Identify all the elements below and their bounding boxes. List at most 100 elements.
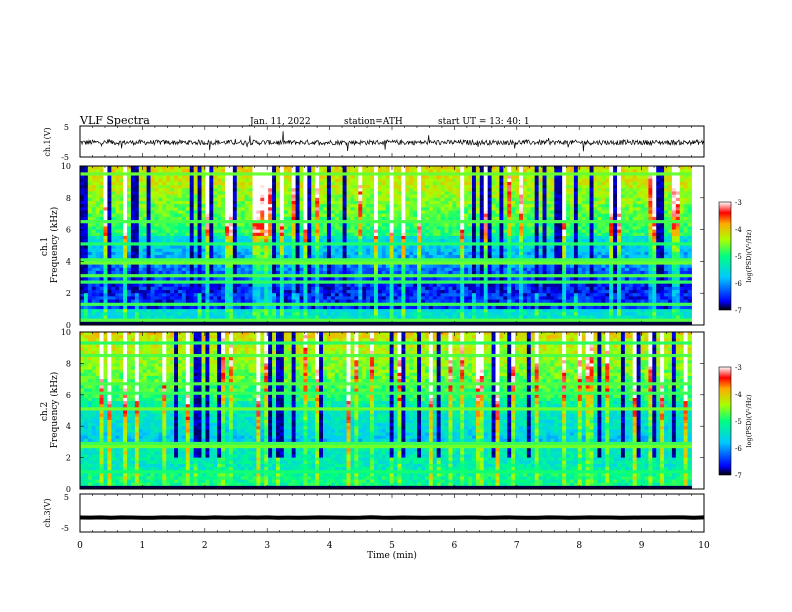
spectrogram-cell bbox=[170, 290, 175, 294]
spectrogram-cell bbox=[240, 255, 246, 259]
spectrogram-cell bbox=[205, 207, 210, 211]
spectrogram-cell bbox=[323, 223, 328, 227]
spectrogram-cell bbox=[252, 204, 257, 208]
spectrogram-cell bbox=[181, 191, 187, 196]
spectrogram-cell bbox=[158, 258, 163, 262]
spectrogram-cell bbox=[150, 185, 155, 189]
spectrogram-cell bbox=[189, 226, 195, 230]
spectrogram-cell bbox=[178, 166, 183, 170]
spectrogram-cell bbox=[366, 296, 371, 300]
spectrogram-cell bbox=[362, 172, 367, 176]
spectrogram-cell bbox=[83, 258, 89, 262]
spectrogram-cell bbox=[83, 277, 89, 281]
spectrogram-cell bbox=[170, 302, 175, 307]
spectrogram-cell bbox=[87, 274, 93, 278]
spectrogram-cell bbox=[240, 169, 246, 173]
spectrogram-cell bbox=[315, 305, 320, 310]
spectrogram-cell bbox=[452, 181, 457, 186]
spectrogram-cell bbox=[272, 270, 277, 275]
spectrogram-cell bbox=[240, 248, 246, 253]
spectrogram-cell bbox=[409, 293, 414, 297]
spectrogram-cell bbox=[201, 226, 206, 230]
spectrogram-cell bbox=[452, 229, 457, 234]
spectrogram-cell bbox=[287, 204, 293, 208]
spectrogram-cell bbox=[346, 270, 351, 275]
spectrogram-cell bbox=[185, 261, 191, 265]
spectrogram-cell bbox=[428, 267, 434, 272]
spectrogram-cell bbox=[276, 210, 281, 215]
spectrogram-cell bbox=[221, 251, 226, 256]
spectrogram-cell bbox=[291, 312, 296, 316]
spectrogram-cell bbox=[460, 248, 465, 253]
spectrogram-cell bbox=[279, 175, 285, 180]
spectrogram-cell bbox=[111, 251, 116, 256]
spectrogram-cell bbox=[436, 258, 442, 262]
spectrogram-cell bbox=[421, 274, 426, 278]
spectrogram-cell bbox=[409, 261, 414, 265]
spectrogram-cell bbox=[436, 235, 442, 240]
spectrogram-cell bbox=[424, 172, 430, 176]
spectrogram-cell bbox=[350, 312, 355, 316]
spectrogram-cell bbox=[323, 232, 328, 237]
spectrogram-cell bbox=[236, 216, 242, 221]
spectrogram-cell bbox=[170, 277, 175, 281]
spectrogram-cell bbox=[401, 315, 406, 320]
spectrogram-cell bbox=[83, 267, 89, 272]
spectrogram-cell bbox=[213, 210, 218, 215]
spectrogram-cell bbox=[158, 239, 163, 243]
spectrogram-cell bbox=[354, 293, 359, 297]
spectrogram-cell bbox=[248, 283, 253, 288]
spectrogram-cell bbox=[130, 255, 136, 259]
spectrogram-cell bbox=[197, 216, 202, 221]
spectrogram-cell bbox=[185, 274, 191, 278]
spectrogram-cell bbox=[334, 210, 340, 215]
spectrogram-cell bbox=[80, 235, 85, 240]
spectrogram-cell bbox=[330, 299, 336, 304]
spectrogram-cell bbox=[370, 191, 375, 196]
spectrogram-cell bbox=[130, 181, 136, 186]
spectrogram-cell bbox=[389, 299, 394, 304]
spectrogram-cell bbox=[338, 280, 344, 285]
spectrogram-cell bbox=[307, 258, 312, 262]
spectrogram-cell bbox=[232, 232, 238, 237]
spectrogram-cell bbox=[201, 175, 206, 180]
spectrogram-cell bbox=[397, 229, 402, 234]
spectrogram-cell bbox=[91, 197, 97, 202]
spectrogram-cell bbox=[225, 318, 230, 323]
spectrogram-cell bbox=[154, 258, 159, 262]
spectrogram-cell bbox=[209, 197, 214, 202]
spectrogram-cell bbox=[87, 255, 93, 259]
spectrogram-cell bbox=[366, 299, 371, 304]
spectrogram-cell bbox=[80, 185, 85, 189]
spectrogram-cell bbox=[354, 166, 359, 170]
spectrogram-cell bbox=[99, 296, 104, 300]
spectrogram-cell bbox=[217, 283, 222, 288]
spectrogram-cell bbox=[307, 251, 312, 256]
spectrogram-cell bbox=[374, 166, 379, 170]
spectrogram-cell bbox=[330, 239, 336, 243]
spectrogram-cell bbox=[456, 258, 461, 262]
spectrogram-cell bbox=[421, 248, 426, 253]
spectrogram-cell bbox=[330, 305, 336, 310]
spectrogram-cell bbox=[228, 216, 234, 221]
spectrogram-cell bbox=[115, 312, 120, 316]
spectrogram-cell bbox=[134, 296, 140, 300]
spectrogram-cell bbox=[146, 194, 151, 199]
spectrogram-cell bbox=[374, 274, 379, 278]
spectrogram-cell bbox=[87, 216, 93, 221]
spectrogram-cell bbox=[83, 207, 89, 211]
spectrogram-cell bbox=[99, 166, 104, 170]
spectrogram-cell bbox=[107, 280, 112, 285]
spectrogram-cell bbox=[111, 309, 116, 313]
spectrogram-cell bbox=[385, 299, 391, 304]
spectrogram-cell bbox=[142, 178, 148, 183]
spectrogram-cell bbox=[248, 242, 253, 246]
spectrogram-cell bbox=[170, 309, 175, 313]
spectrogram-cell bbox=[299, 226, 304, 230]
spectrogram-cell bbox=[99, 178, 104, 183]
spectrogram-cell bbox=[205, 213, 210, 218]
spectrogram-cell bbox=[370, 166, 375, 170]
spectrogram-cell bbox=[409, 213, 414, 218]
spectrogram-cell bbox=[338, 296, 344, 300]
spectrogram-cell bbox=[178, 229, 183, 234]
